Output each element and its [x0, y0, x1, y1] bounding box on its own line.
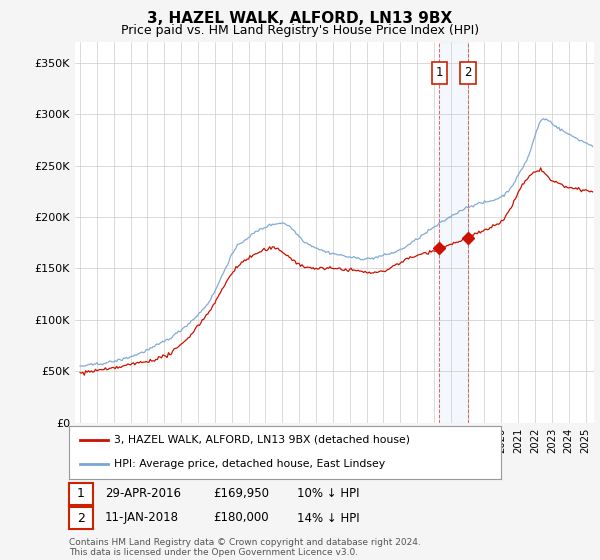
Text: Price paid vs. HM Land Registry's House Price Index (HPI): Price paid vs. HM Land Registry's House … — [121, 24, 479, 36]
Bar — [439, 42, 468, 423]
Text: Contains HM Land Registry data © Crown copyright and database right 2024.: Contains HM Land Registry data © Crown c… — [69, 538, 421, 547]
Text: 14% ↓ HPI: 14% ↓ HPI — [297, 511, 359, 525]
Text: 3, HAZEL WALK, ALFORD, LN13 9BX (detached house): 3, HAZEL WALK, ALFORD, LN13 9BX (detache… — [115, 435, 410, 445]
Text: 2: 2 — [464, 67, 472, 80]
Text: 1: 1 — [436, 67, 443, 80]
Text: 1: 1 — [77, 487, 85, 501]
Text: 29-APR-2016: 29-APR-2016 — [105, 487, 181, 501]
Text: HPI: Average price, detached house, East Lindsey: HPI: Average price, detached house, East… — [115, 459, 385, 469]
Text: 11-JAN-2018: 11-JAN-2018 — [105, 511, 179, 525]
Text: 10% ↓ HPI: 10% ↓ HPI — [297, 487, 359, 501]
Text: This data is licensed under the Open Government Licence v3.0.: This data is licensed under the Open Gov… — [69, 548, 358, 557]
Text: £180,000: £180,000 — [213, 511, 269, 525]
Text: 2: 2 — [77, 511, 85, 525]
Text: 3, HAZEL WALK, ALFORD, LN13 9BX: 3, HAZEL WALK, ALFORD, LN13 9BX — [148, 11, 452, 26]
Text: £169,950: £169,950 — [213, 487, 269, 501]
